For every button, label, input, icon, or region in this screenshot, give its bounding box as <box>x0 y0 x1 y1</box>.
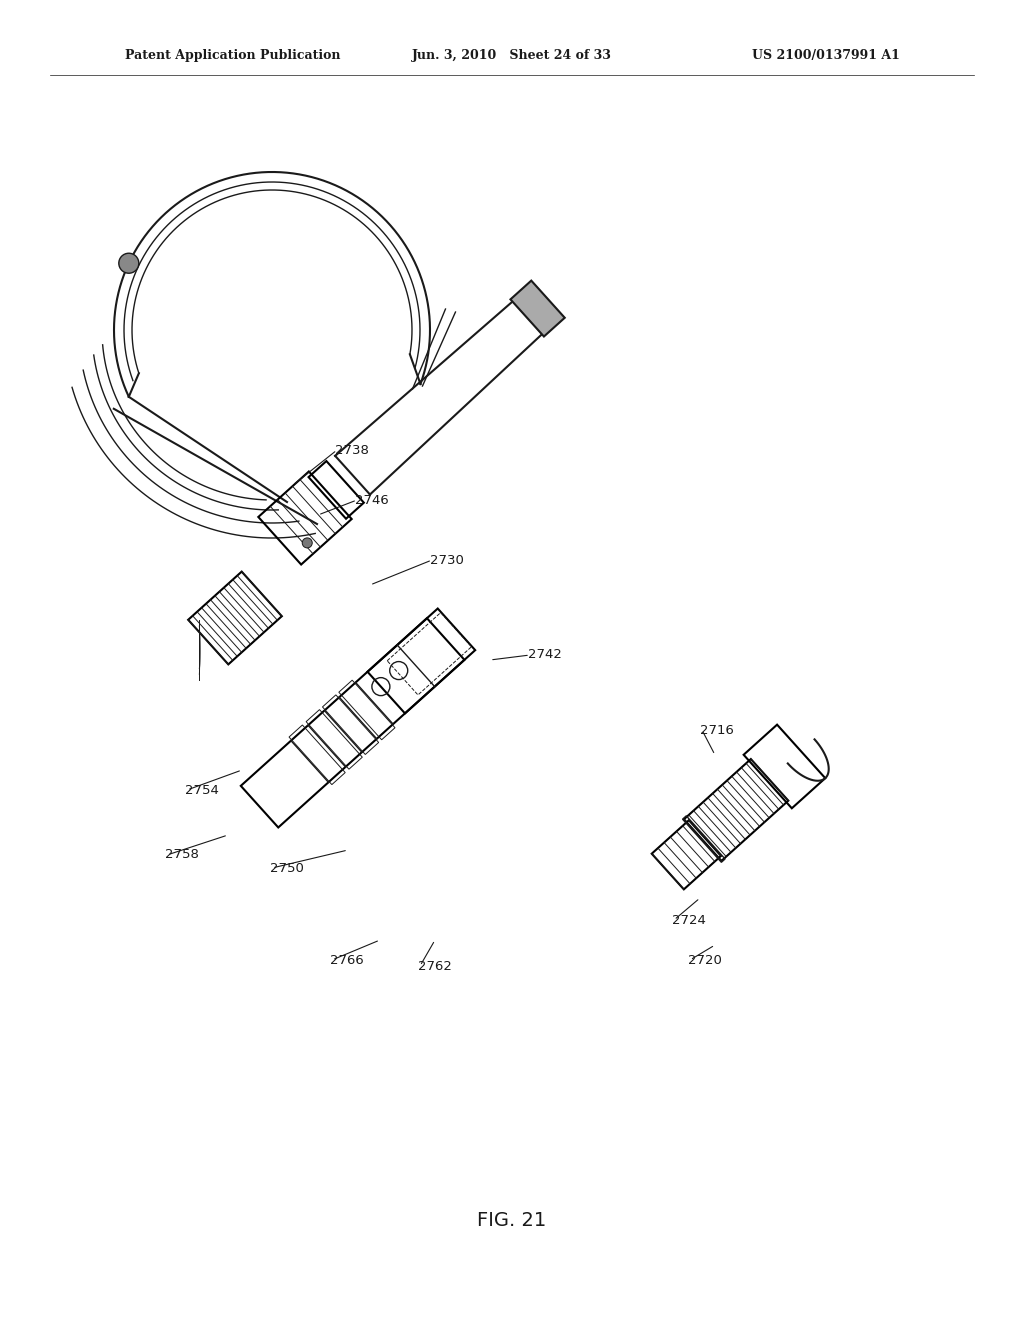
Text: FIG. 21: FIG. 21 <box>477 1210 547 1229</box>
Text: 2716: 2716 <box>700 723 734 737</box>
Text: 2746: 2746 <box>355 494 389 507</box>
Text: 2758: 2758 <box>165 849 199 862</box>
Circle shape <box>302 537 312 548</box>
Text: 2754: 2754 <box>185 784 219 796</box>
Text: 2750: 2750 <box>270 862 304 874</box>
Text: Patent Application Publication: Patent Application Publication <box>125 49 341 62</box>
Polygon shape <box>511 281 565 337</box>
Text: Jun. 3, 2010   Sheet 24 of 33: Jun. 3, 2010 Sheet 24 of 33 <box>412 49 612 62</box>
Text: 2766: 2766 <box>330 953 364 966</box>
Text: 2742: 2742 <box>528 648 562 661</box>
Text: 2720: 2720 <box>688 953 722 966</box>
Text: 2724: 2724 <box>672 913 706 927</box>
Circle shape <box>119 253 139 273</box>
Text: 2730: 2730 <box>430 553 464 566</box>
Text: US 2100/0137991 A1: US 2100/0137991 A1 <box>752 49 900 62</box>
Text: 2738: 2738 <box>335 444 369 457</box>
Text: 2762: 2762 <box>418 960 452 973</box>
